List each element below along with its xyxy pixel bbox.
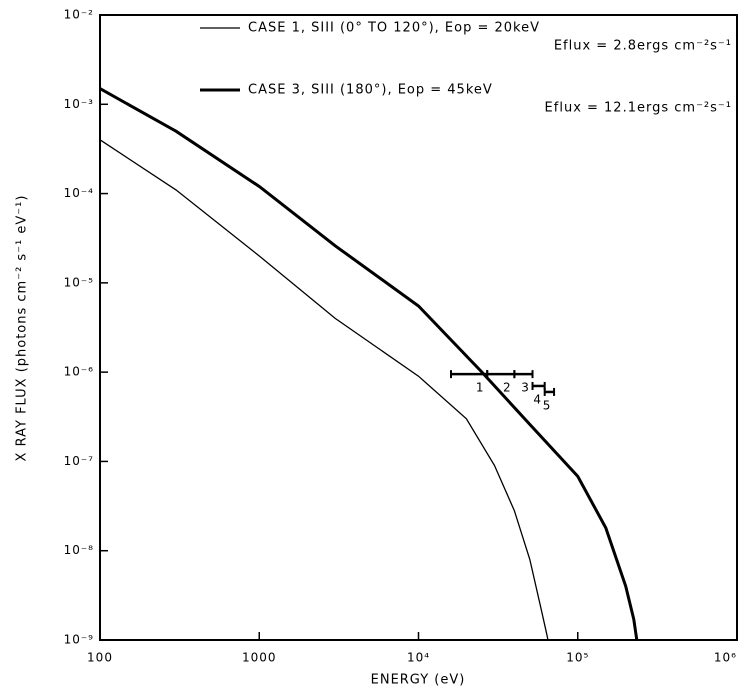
x-axis-label: ENERGY (eV) — [371, 673, 466, 688]
point-label: 4 — [533, 392, 542, 406]
y-axis-label: X RAY FLUX (photons cm⁻² s⁻¹ eV⁻¹) — [15, 195, 30, 462]
x-tick-label: 1000 — [242, 651, 277, 665]
x-tick-label: 10⁶ — [714, 651, 737, 665]
y-tick-label: 10⁻⁷ — [64, 454, 94, 468]
y-tick-label: 10⁻³ — [64, 97, 94, 111]
point-label: 3 — [521, 381, 530, 395]
legend-annotation: Eflux = 2.8ergs cm⁻²s⁻¹ — [554, 39, 732, 54]
legend-annotation: Eflux = 12.1ergs cm⁻²s⁻¹ — [545, 101, 732, 116]
y-tick-label: 10⁻⁶ — [64, 365, 94, 379]
x-tick-label: 10⁴ — [407, 651, 430, 665]
point-label: 2 — [503, 381, 512, 395]
legend-label: CASE 1, SIII (0° TO 120°), Eop = 20keV — [248, 21, 540, 36]
y-tick-label: 10⁻⁴ — [64, 186, 94, 200]
y-tick-label: 10⁻⁹ — [64, 633, 94, 647]
x-tick-label: 10⁵ — [566, 651, 589, 665]
legend-label: CASE 3, SIII (180°), Eop = 45keV — [248, 83, 493, 98]
point-label: 1 — [476, 381, 485, 395]
y-tick-label: 10⁻⁵ — [64, 275, 94, 289]
y-tick-label: 10⁻⁸ — [64, 543, 94, 557]
curve — [99, 87, 639, 641]
point-label: 5 — [543, 398, 552, 412]
curve — [99, 139, 549, 641]
y-tick-label: 10⁻² — [64, 8, 94, 22]
x-tick-label: 100 — [87, 651, 113, 665]
